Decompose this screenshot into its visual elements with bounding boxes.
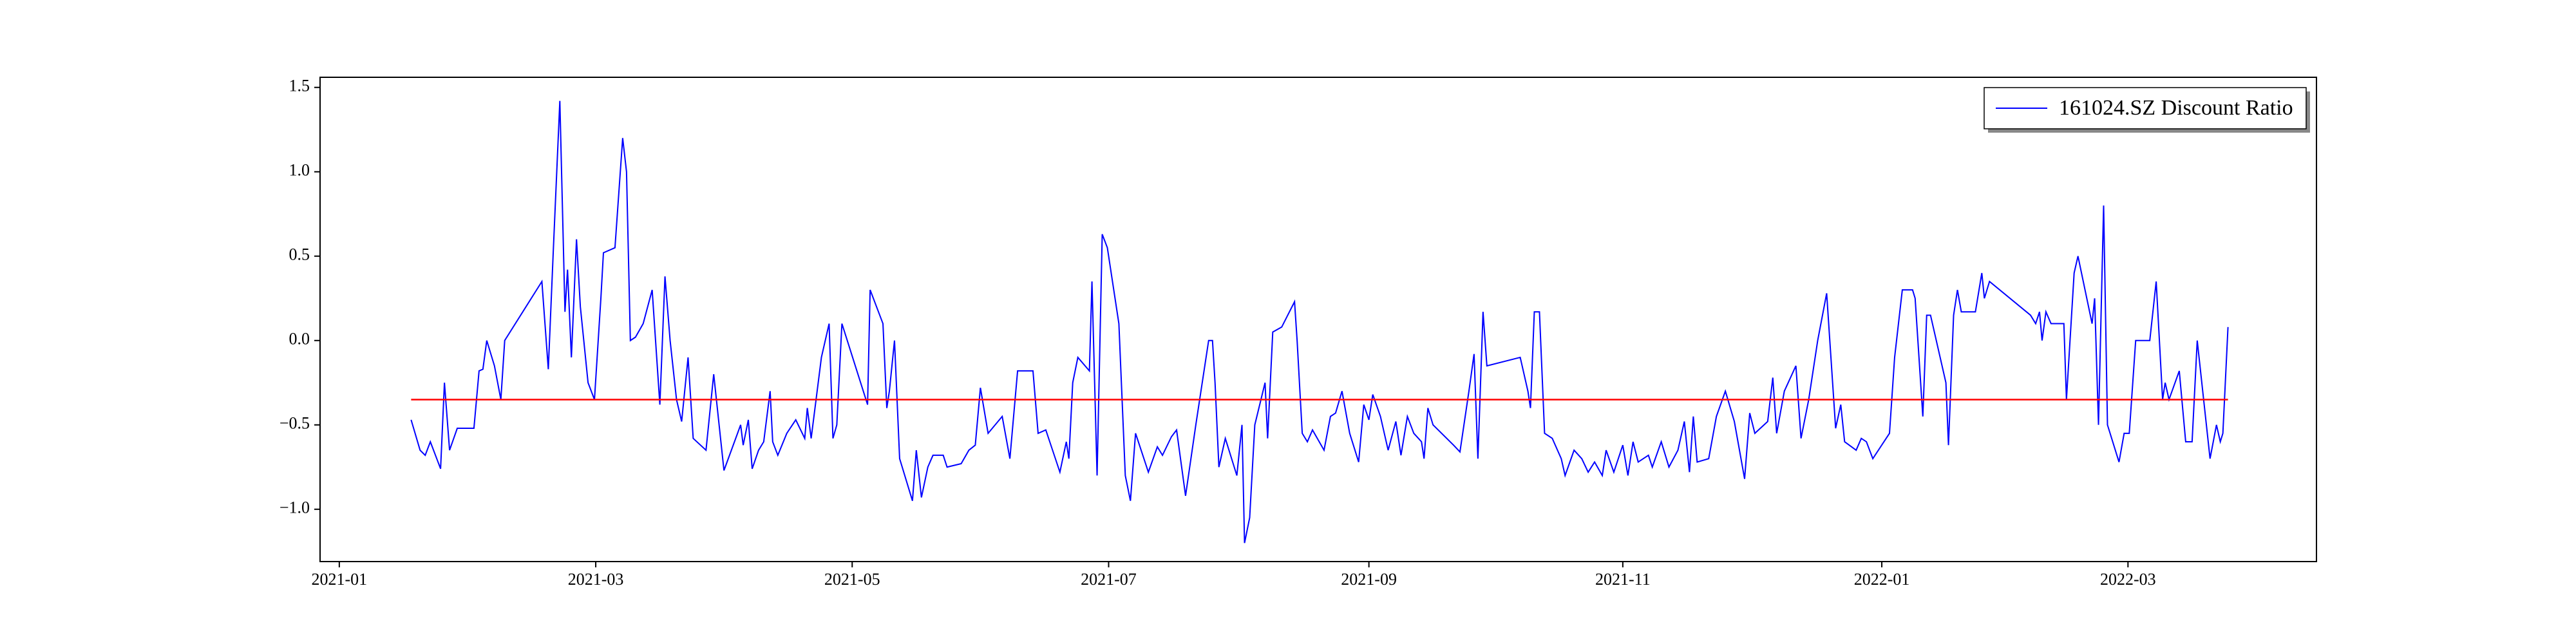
y-tick-label: 1.5 — [289, 77, 310, 95]
x-tick-label: 2021-11 — [1595, 570, 1651, 589]
y-tick-label: −1.0 — [279, 498, 310, 517]
x-tick-label: 2021-01 — [312, 570, 368, 589]
x-tick-label: 2021-03 — [568, 570, 624, 589]
legend: 161024.SZ Discount Ratio — [1984, 87, 2310, 133]
x-tick-label: 2021-09 — [1341, 570, 1397, 589]
x-tick-label: 2022-01 — [1854, 570, 1910, 589]
y-tick-label: −0.5 — [279, 414, 310, 433]
legend-box — [1984, 87, 2307, 129]
legend-label: 161024.SZ Discount Ratio — [2059, 96, 2293, 120]
y-tick-label: 0.0 — [289, 330, 310, 348]
y-tick-label: 1.0 — [289, 161, 310, 180]
x-tick-label: 2021-07 — [1081, 570, 1137, 589]
x-tick-label: 2021-05 — [824, 570, 880, 589]
y-tick-label: 0.5 — [289, 245, 310, 264]
plot-frame — [319, 77, 2317, 562]
data-line — [410, 100, 2229, 544]
x-tick-label: 2022-03 — [2100, 570, 2156, 589]
